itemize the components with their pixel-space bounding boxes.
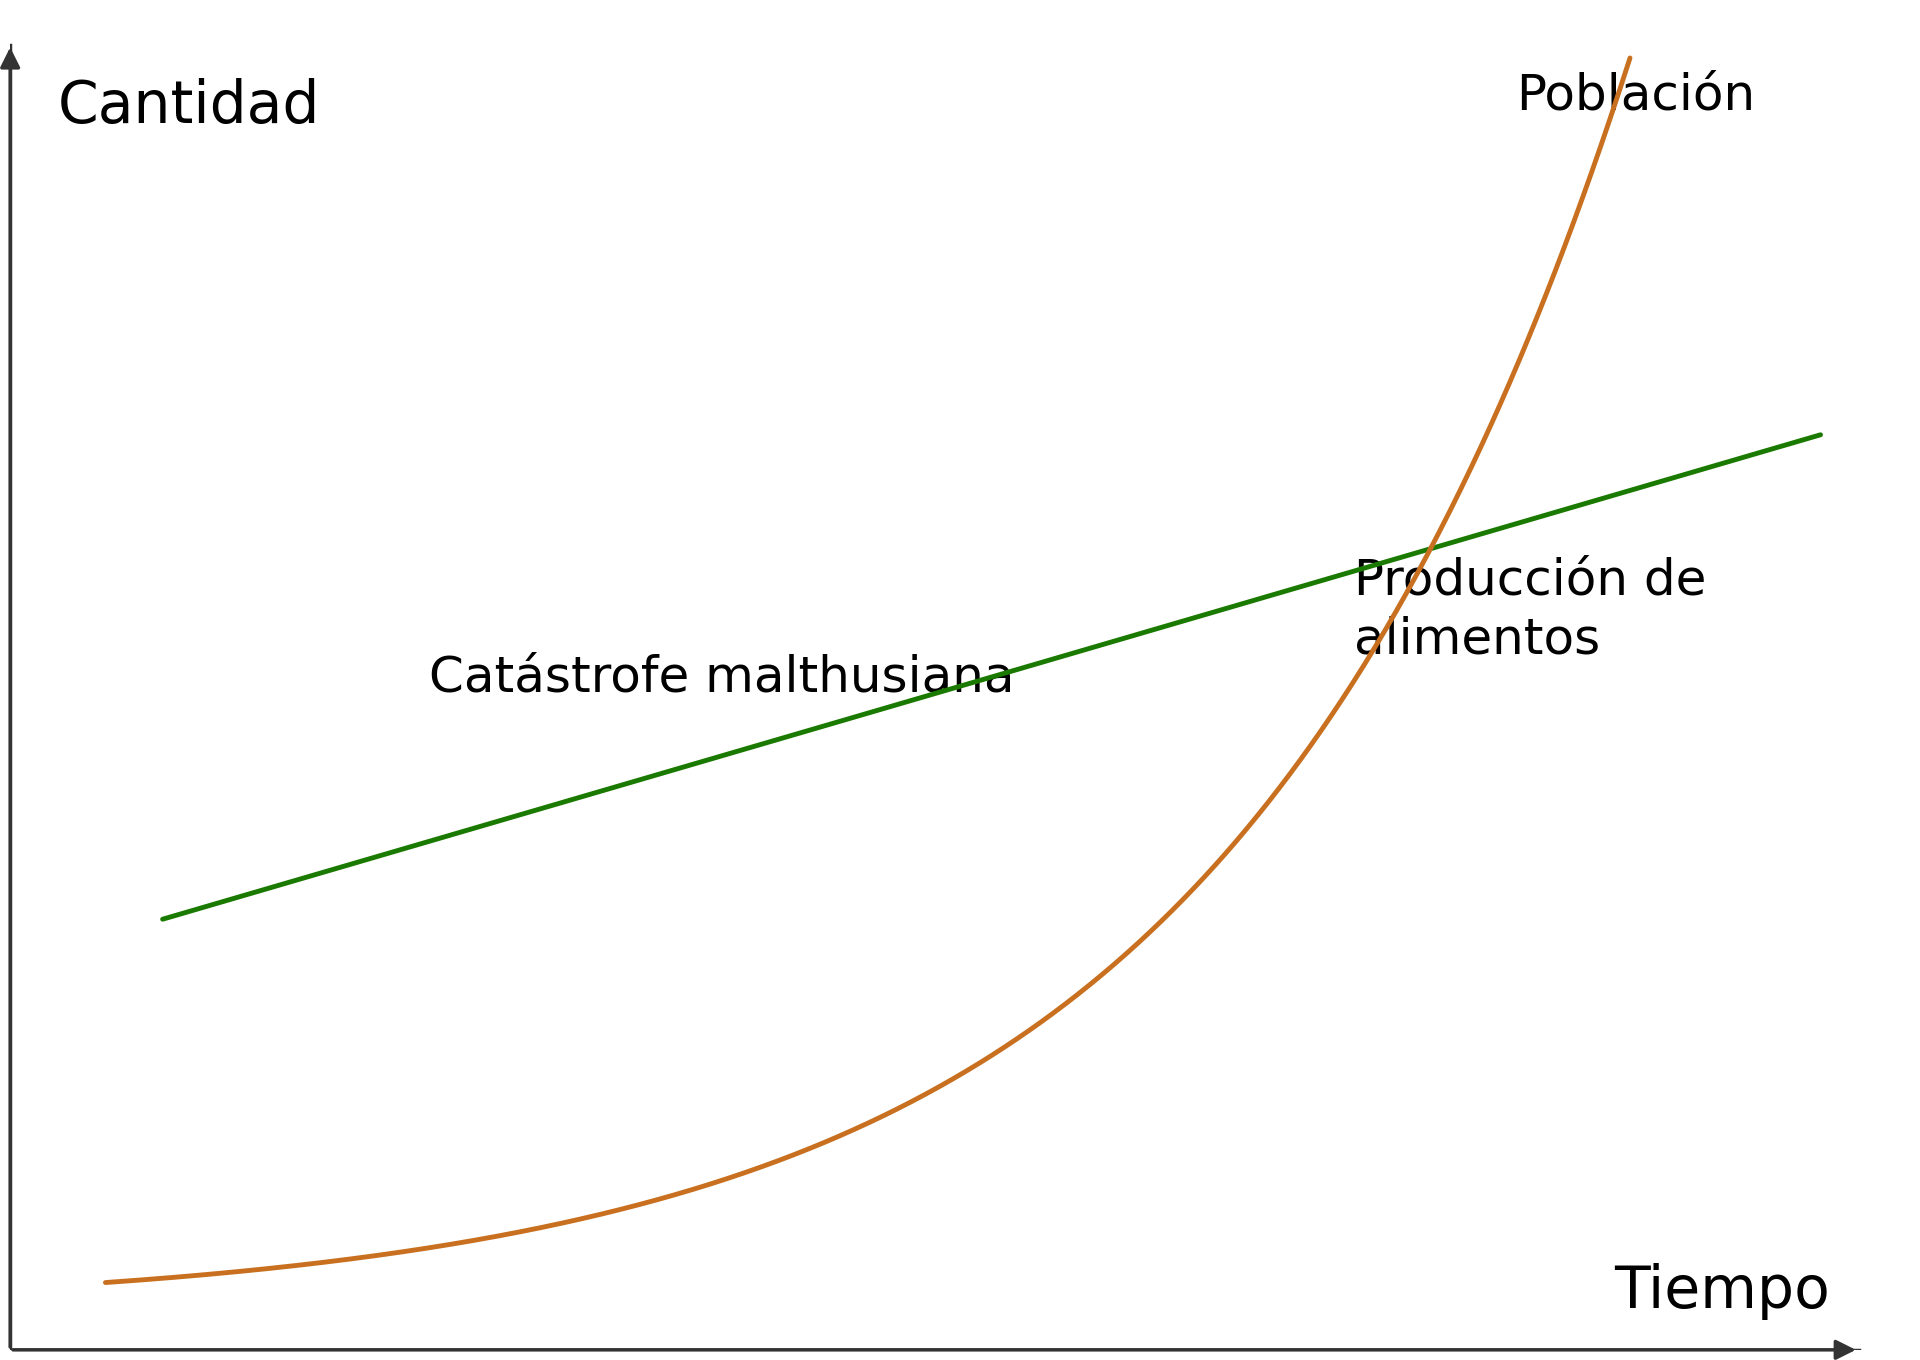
- Text: Población: Población: [1515, 72, 1755, 120]
- Text: Producción de
alimentos: Producción de alimentos: [1354, 556, 1707, 664]
- Text: Cantidad: Cantidad: [58, 78, 321, 135]
- Text: Tiempo: Tiempo: [1615, 1263, 1830, 1321]
- Text: Catástrofe malthusiana: Catástrofe malthusiana: [430, 653, 1016, 700]
